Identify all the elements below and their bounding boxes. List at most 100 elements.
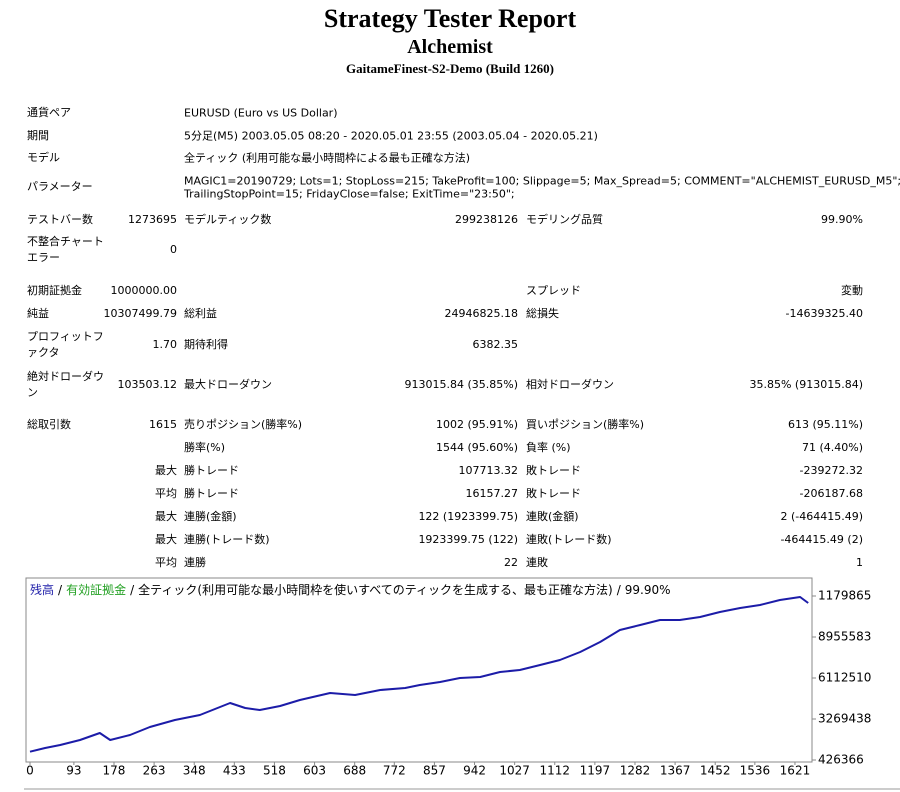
x-tick-label: 1282 [620,764,651,778]
stat-value: -14639325.40 [785,307,863,320]
stat-value: -206187.68 [799,487,863,500]
x-tick-label: 93 [66,764,81,778]
stat-label: 不整合チャートエラー [27,235,104,264]
stat-label: 連勝(トレード数) [184,533,270,546]
stat-value: 最大 [155,533,177,546]
stat-label: 期待利得 [184,338,228,351]
server-name: GaitameFinest-S2-Demo (Build 1260) [346,61,554,76]
legend-balance: 残高 [30,582,54,597]
info-label: モデル [27,151,60,164]
balance-line [29,596,809,753]
stat-value: -239272.32 [799,464,863,477]
x-tick-label: 178 [103,764,126,778]
x-tick-label: 1112 [539,764,570,778]
x-tick-label: 263 [143,764,166,778]
stat-value: 最大 [155,464,177,477]
stat-label: 総損失 [526,307,559,320]
y-tick-label: 6112510 [818,670,871,684]
legend-separator: / [58,583,63,597]
chart-frame [25,577,813,763]
legend-equity: 有効証拠金 [66,582,126,597]
y-tick-label: 3269438 [818,711,871,725]
stat-label: 最大ドローダウン [184,378,272,391]
x-tick-label: 857 [423,764,446,778]
stat-label: 総取引数 [27,418,71,431]
legend-quality: 99.90% [625,583,671,597]
stat-label: 敗トレード [526,464,581,477]
stat-value: 平均 [155,556,177,569]
stat-value: 1.70 [152,338,178,351]
stat-value: 最大 [155,510,177,523]
info-value: 全ティック (利用可能な最小時間枠による最も正確な方法) [184,151,471,165]
stat-value: 35.85% (913015.84) [749,378,863,391]
x-tick-label: 942 [463,764,486,778]
stat-label: プロフィットファクタ [27,330,104,359]
info-value: 5分足(M5) 2003.05.05 08:20 - 2020.05.01 23… [184,129,598,143]
legend-model: 全ティック(利用可能な最小時間枠を使いすべてのティックを生成する、最も正確な方法… [138,582,613,597]
stat-value: 613 (95.11%) [787,418,863,431]
x-tick-label: 688 [343,764,366,778]
stat-label: 勝トレード [184,464,239,477]
stat-label: モデルティック数 [184,213,272,226]
stat-value: 1615 [149,418,177,431]
stat-label: 純益 [27,307,49,320]
x-tick-label: 348 [183,764,206,778]
info-label: パラメーター [27,180,93,193]
stat-label: 連勝 [184,556,206,569]
chart-legend: 残高 / 有効証拠金 / 全ティック(利用可能な最小時間枠を使いすべてのティックを生成す… [30,582,671,597]
stat-label: 初期証拠金 [27,284,82,297]
stat-value: 16157.27 [465,487,519,500]
stat-value: 71 (4.40%) [801,441,863,454]
x-tick-label: 1452 [700,764,731,778]
stat-value: 0 [170,243,177,256]
stat-label: 売りポジション(勝率%) [184,418,303,431]
x-tick-label: 433 [223,764,246,778]
stat-label: 連敗(トレード数) [526,533,612,546]
info-label: 期間 [27,129,49,142]
stat-value: 10307499.79 [103,307,177,320]
y-tick-label: 426366 [818,752,864,766]
y-tick-label: 8955583 [818,629,871,643]
stat-value: -464415.49 (2) [780,533,863,546]
legend-separator: / [617,583,622,597]
stat-value: 6382.35 [472,338,519,351]
stat-value: 107713.32 [458,464,519,477]
stat-value: 2 (-464415.49) [780,510,863,523]
x-tick-label: 1536 [740,764,771,778]
stat-value: 1 [856,556,863,569]
stat-value: 1923399.75 (122) [418,533,518,546]
stat-value: 299238126 [455,213,518,226]
legend-separator: / [130,583,135,597]
stat-label: 連勝(金額) [184,510,237,523]
stat-value: 平均 [155,487,177,500]
x-tick-label: 1621 [780,764,811,778]
balance-chart: 残高 / 有効証拠金 / 全ティック(利用可能な最小時間枠を使いすべてのティックを生成す… [24,577,900,790]
stat-label: モデリング品質 [526,213,603,226]
stat-value: 変動 [841,284,863,297]
stat-value: 99.90% [821,213,863,226]
stat-label: 負率 (%) [526,441,571,454]
stat-value: 1273695 [128,213,177,226]
stat-label: 総利益 [184,307,217,320]
stat-label: 勝率(%) [184,441,226,454]
stat-value: 1544 (95.60%) [435,441,518,454]
stat-value: 913015.84 (35.85%) [404,378,518,391]
stat-value: 24946825.18 [444,307,518,320]
stat-label: 相対ドローダウン [526,378,614,391]
info-value: EURUSD (Euro vs US Dollar) [184,106,338,120]
stat-label: 買いポジション(勝率%) [526,418,645,431]
x-tick-label: 603 [303,764,326,778]
info-value: TrailingStopPoint=15; FridayClose=false;… [184,187,515,200]
x-tick-label: 518 [263,764,286,778]
stat-label: スプレッド [526,284,581,297]
x-tick-label: 772 [383,764,406,778]
stat-value: 22 [504,556,518,569]
report-title: Strategy Tester Report [323,4,577,33]
y-tick-label: 1179865 [818,589,871,603]
x-tick-label: 0 [26,764,34,778]
x-tick-label: 1027 [499,764,530,778]
info-label: 通貨ペア [27,106,71,119]
info-value: MAGIC1=20190729; Lots=1; StopLoss=215; T… [184,174,900,187]
x-tick-label: 1197 [580,764,611,778]
